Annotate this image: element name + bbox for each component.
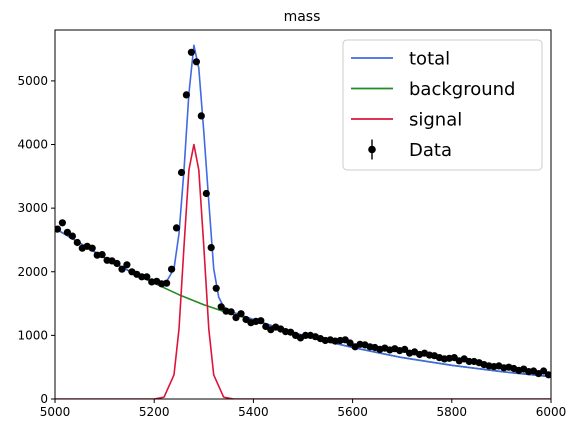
x-tick-label: 5400 [238, 405, 269, 419]
data-point [197, 112, 205, 120]
plot-area [55, 44, 551, 399]
legend-box [342, 39, 543, 171]
data-point [202, 189, 210, 198]
data-point [58, 219, 66, 227]
y-tick-label: 2000 [17, 265, 48, 279]
axes-frame [54, 29, 552, 400]
y-tick-label: 1000 [17, 328, 48, 342]
chart-title: mass [284, 9, 321, 25]
x-tick-label: 5800 [437, 405, 468, 419]
data-point [192, 58, 200, 66]
data-point [182, 91, 190, 99]
data-point [177, 168, 186, 177]
data-point [118, 265, 126, 273]
y-tick-label: 3000 [17, 201, 48, 215]
series-line-background [55, 227, 551, 378]
legend-label-total: total [409, 49, 450, 70]
y-tick-label: 0 [40, 392, 48, 406]
y-tick-label: 4000 [17, 138, 48, 152]
data-point [207, 244, 215, 252]
data-point [237, 310, 245, 318]
data-point [143, 273, 151, 281]
data-point [163, 279, 171, 287]
data-point [187, 48, 195, 56]
data-point [113, 259, 121, 268]
data-point [257, 317, 265, 325]
x-tick-label: 5000 [40, 405, 71, 419]
series-line-signal [55, 143, 551, 399]
legend: total background signal Data [342, 39, 543, 171]
data-point [217, 303, 225, 311]
axes: 5000 5200 5400 5600 5800 6000 0 1000 2000 3000 400… [17, 29, 567, 419]
x-tick-label: 6000 [536, 405, 567, 419]
y-tick-label: 5000 [17, 74, 48, 88]
legend-label-data: Data [409, 140, 452, 161]
data-point [172, 224, 181, 232]
data-point [123, 261, 131, 269]
data-point [63, 228, 71, 236]
data-point [232, 314, 240, 322]
data-point [227, 308, 235, 316]
x-tick-label: 5200 [139, 405, 170, 419]
data-point [401, 345, 409, 353]
data-point [98, 251, 106, 259]
data-point [346, 339, 354, 347]
data-point [540, 367, 548, 375]
data-point [138, 273, 146, 281]
data-point [55, 225, 62, 233]
data-point [88, 244, 96, 252]
x-tick-label: 5600 [337, 405, 368, 419]
data-point [68, 232, 76, 240]
data-point [212, 284, 220, 292]
data-point [544, 371, 551, 379]
data-point [73, 238, 81, 247]
legend-label-signal: signal [409, 110, 462, 131]
legend-swatch-marker [368, 145, 376, 154]
data-point [168, 265, 176, 273]
legend-label-background: background [409, 79, 515, 100]
